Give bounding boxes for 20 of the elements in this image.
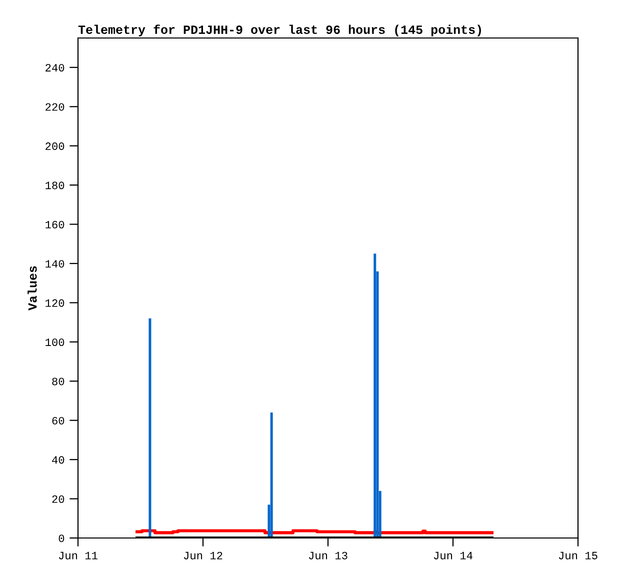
y-tick-label: 220	[46, 103, 64, 111]
y-tick-label: 120	[46, 299, 64, 307]
y-tick-label: 200	[46, 142, 64, 150]
chart-title: Telemetry for PD1JHH-9 over last 96 hours (145 points)	[78, 24, 481, 36]
y-tick-label: 60	[52, 416, 64, 424]
y-tick-label: 100	[46, 338, 64, 346]
x-tick-label: Jun 12	[184, 552, 222, 560]
x-tick-label: Jun 14	[434, 552, 472, 560]
y-axis-title: Values	[28, 266, 37, 310]
y-tick-label: 160	[46, 220, 64, 228]
y-tick-label: 180	[46, 182, 64, 190]
y-tick-label: 0	[58, 534, 64, 542]
y-tick-label: 80	[52, 378, 64, 386]
y-tick-label: 240	[46, 64, 64, 72]
y-tick-label: 40	[52, 456, 64, 464]
x-tick-label: Jun 11	[58, 552, 98, 560]
x-tick-label: Jun 13	[308, 552, 348, 560]
y-tick-label: 140	[46, 260, 64, 268]
y-tick-label: 20	[52, 495, 64, 503]
x-tick-label: Jun 15	[558, 552, 598, 560]
